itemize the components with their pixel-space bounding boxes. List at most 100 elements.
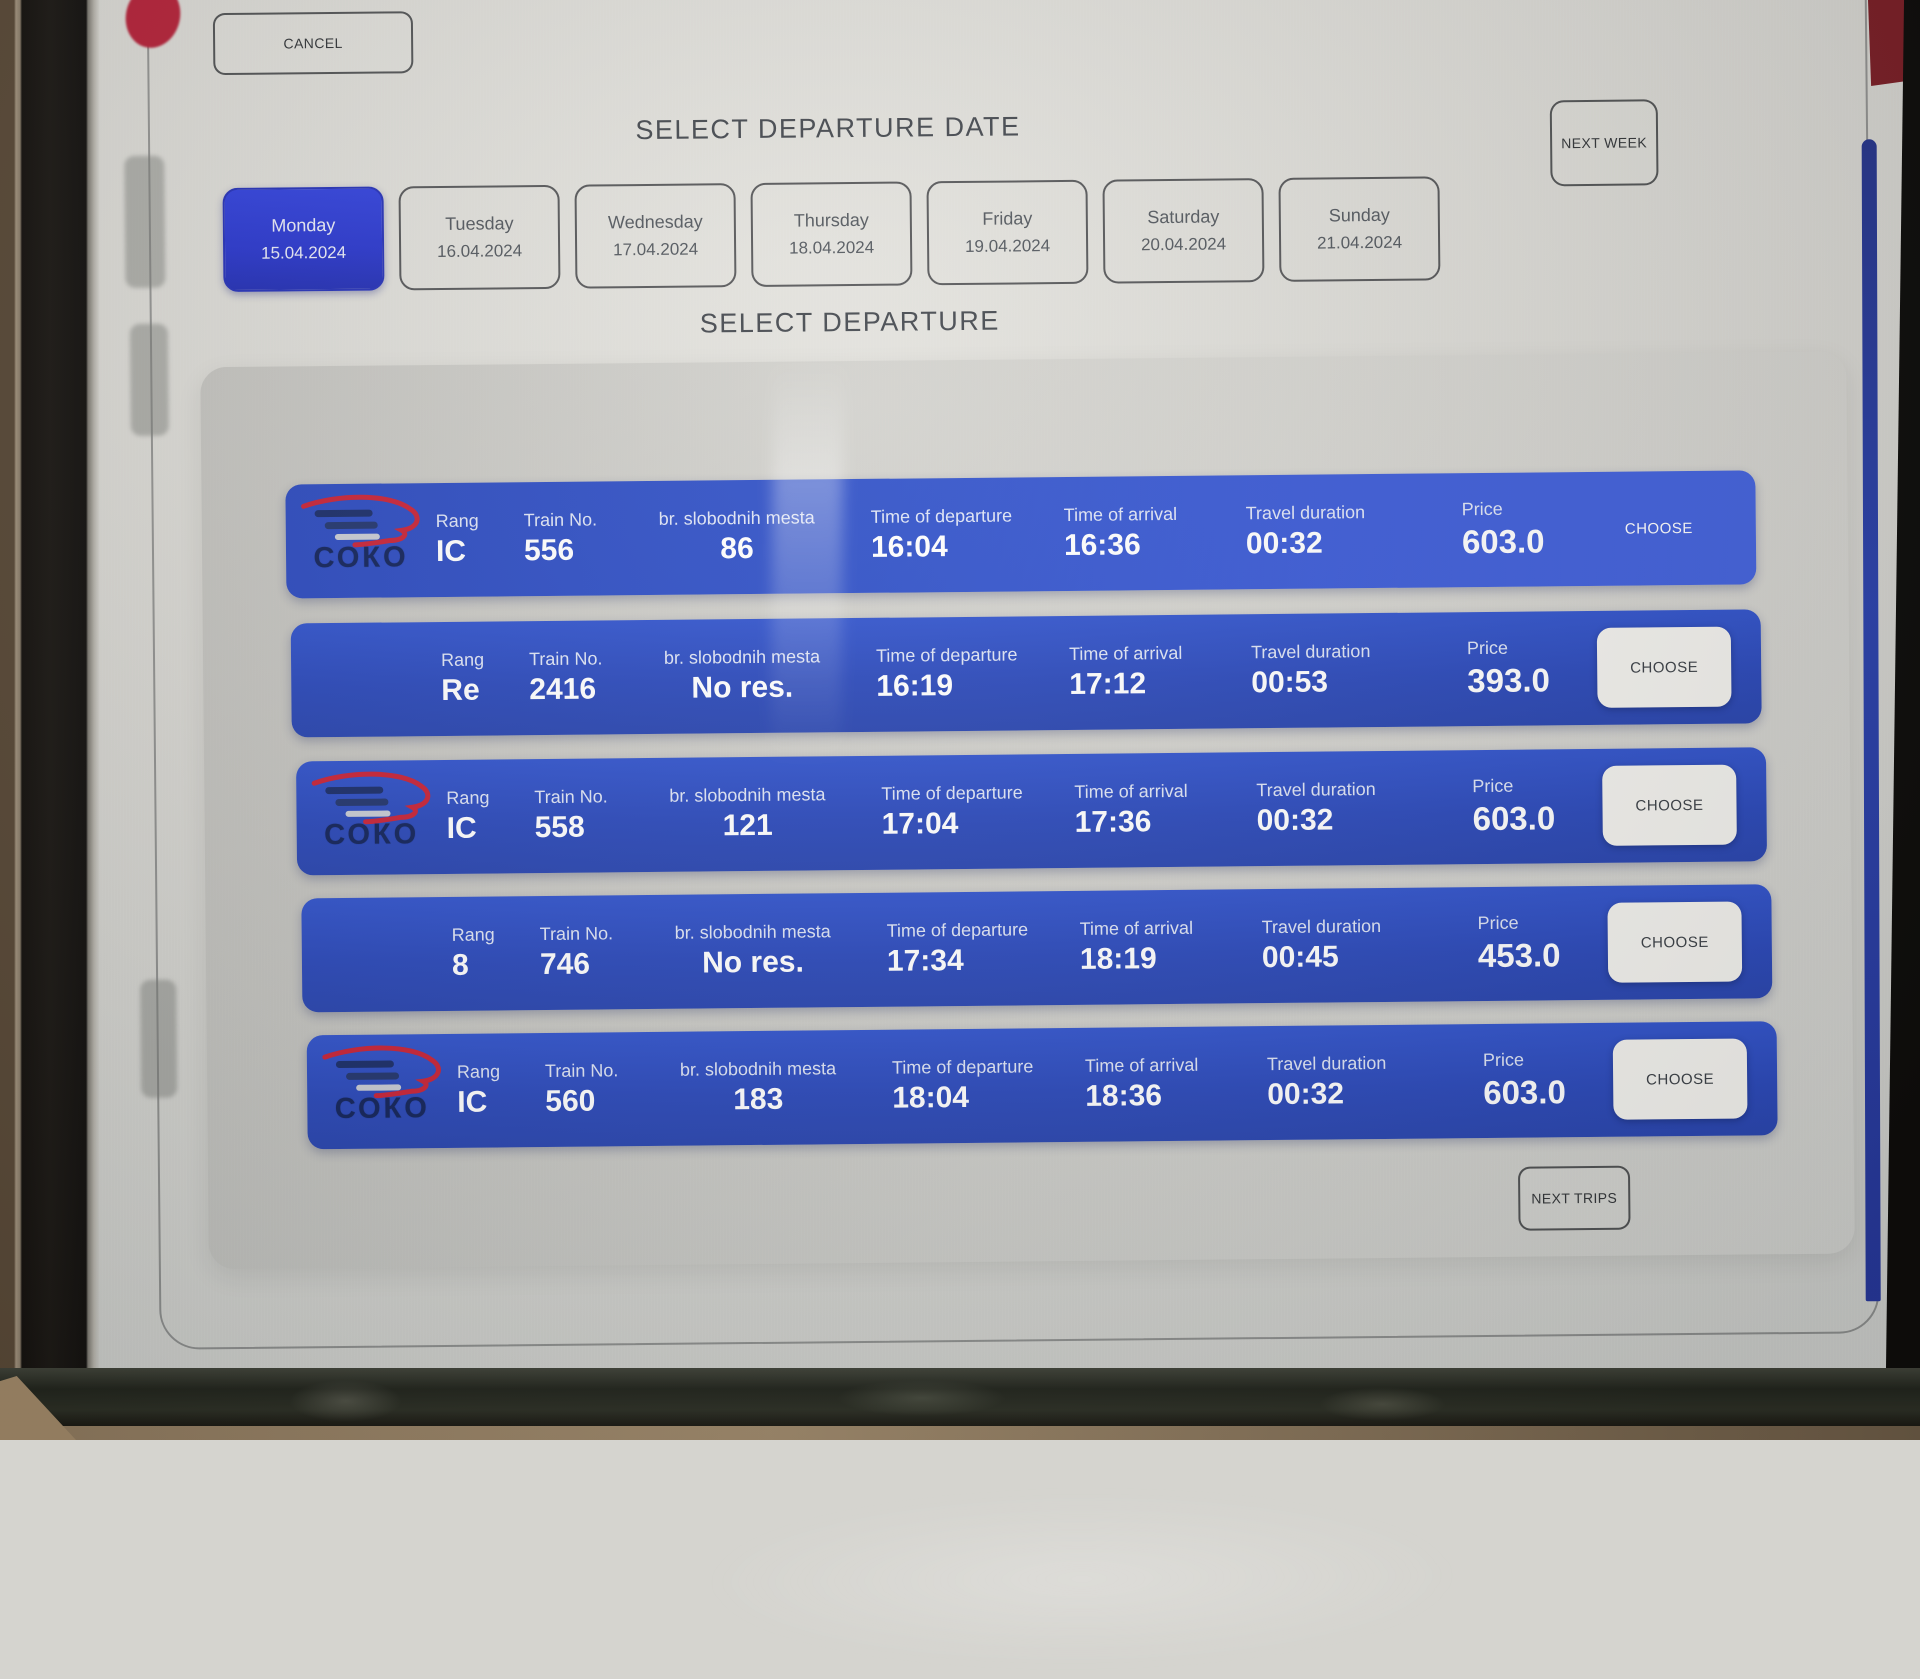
date-button[interactable]: Tuesday 16.04.2024 [398, 184, 561, 291]
column-seats: br. slobodnih mesta No res. [643, 646, 842, 706]
operator-logo-text: СОКО [334, 1092, 431, 1126]
choose-button[interactable]: CHOOSE [1607, 901, 1743, 983]
rang-value: IC [457, 1085, 488, 1119]
date-picker-row: Monday 15.04.2024 Tuesday 16.04.2024 Wed… [0, 0, 1917, 293]
price-label: Price [1482, 1049, 1525, 1071]
price-value: 603.0 [1461, 522, 1545, 561]
price-label: Price [1466, 637, 1509, 659]
train-no-value: 556 [523, 533, 575, 568]
date-button-date: 16.04.2024 [436, 241, 523, 262]
departure-value: 17:04 [881, 807, 959, 841]
arrival-value: 18:19 [1079, 942, 1157, 976]
price-label: Price [1477, 912, 1519, 934]
arrival-value: 17:12 [1069, 667, 1147, 701]
column-departure: Time of departure 17:34 [887, 919, 1093, 979]
column-arrival: Time of arrival 17:12 [1069, 642, 1245, 702]
trip-row: Rang Re Train No. 2416 br. slobodnih mes… [290, 609, 1762, 738]
duration-label: Travel duration [1261, 915, 1382, 938]
seats-value: 121 [722, 808, 773, 843]
departure-label: Time of departure [875, 644, 1018, 666]
select-departure-title: SELECT DEPARTURE [699, 305, 1000, 339]
price-label: Price [1461, 498, 1503, 520]
soko-operator-logo: СОКО [306, 766, 437, 869]
seats-label: br. slobodnih mesta [663, 646, 821, 668]
rang-label: Rang [440, 649, 485, 670]
arrival-label: Time of arrival [1079, 917, 1194, 939]
rang-value: Re [441, 673, 480, 707]
duration-label: Travel duration [1250, 641, 1371, 663]
departure-label: Time of departure [881, 782, 1023, 804]
date-button[interactable]: Saturday 20.04.2024 [1102, 178, 1265, 284]
price-value: 393.0 [1467, 661, 1551, 700]
select-date-title: SELECT DEPARTURE DATE [635, 111, 1021, 146]
date-button-day: Wednesday [607, 211, 703, 233]
column-price: Price 603.0 [1462, 498, 1608, 561]
date-button-date: 19.04.2024 [964, 236, 1051, 256]
price-value: 603.0 [1483, 1073, 1567, 1112]
column-seats: br. slobodnih mesta 183 [659, 1058, 858, 1118]
column-train-no: Train No. 560 [545, 1060, 678, 1119]
falcon-icon [311, 771, 431, 825]
cancel-button[interactable]: CANCEL [212, 11, 414, 76]
choose-button[interactable]: CHOOSE [1602, 764, 1737, 846]
date-button-day: Tuesday [445, 213, 514, 234]
departure-value: 16:04 [870, 530, 948, 564]
duration-value: 00:53 [1251, 665, 1329, 700]
column-departure: Time of departure 16:19 [876, 644, 1082, 704]
duration-label: Travel duration [1266, 1052, 1387, 1075]
trip-row: Rang 8 Train No. 746 br. slobodnih mesta… [301, 884, 1773, 1013]
arrival-label: Time of arrival [1063, 503, 1178, 526]
next-trips-button[interactable]: NEXT TRIPS [1517, 1165, 1631, 1231]
falcon-icon [301, 494, 420, 548]
date-button[interactable]: Friday 19.04.2024 [926, 179, 1089, 286]
seats-label: br. slobodnih mesta [679, 1058, 837, 1080]
seats-value: No res. [691, 670, 794, 705]
train-no-label: Train No. [534, 786, 608, 808]
seats-value: 183 [733, 1082, 784, 1117]
date-button-day: Sunday [1328, 204, 1390, 226]
date-button[interactable]: Sunday 21.04.2024 [1278, 176, 1441, 282]
date-button-date: 18.04.2024 [788, 237, 875, 258]
scrollbar[interactable] [1861, 139, 1881, 1302]
column-duration: Travel duration 00:53 [1251, 640, 1447, 700]
seats-value: 86 [720, 531, 754, 566]
column-duration: Travel duration 00:32 [1256, 778, 1452, 838]
rang-label: Rang [451, 924, 495, 945]
column-arrival: Time of arrival 16:36 [1064, 503, 1240, 563]
duration-value: 00:32 [1245, 526, 1323, 561]
departure-value: 18:04 [892, 1080, 970, 1115]
soko-operator-logo: СОКО [295, 489, 426, 592]
column-departure: Time of departure 18:04 [892, 1056, 1098, 1116]
choose-button[interactable]: CHOOSE [1612, 1038, 1748, 1120]
date-button[interactable]: Monday 15.04.2024 [222, 186, 385, 293]
train-no-value: 558 [534, 810, 585, 845]
duration-value: 00:32 [1267, 1077, 1345, 1112]
operator-logo-text: СОКО [324, 818, 420, 852]
departure-label: Time of departure [870, 505, 1013, 527]
duration-value: 00:45 [1261, 940, 1339, 975]
next-week-button[interactable]: NEXT WEEK [1549, 99, 1659, 187]
date-button-day: Monday [271, 214, 336, 236]
train-no-label: Train No. [528, 648, 603, 670]
wall-edge [0, 1426, 1920, 1440]
edge-reflection [140, 979, 178, 1098]
column-arrival: Time of arrival 18:19 [1080, 917, 1256, 977]
column-rang: Rang IC [436, 510, 523, 569]
train-no-label: Train No. [539, 923, 614, 945]
price-value: 603.0 [1472, 799, 1556, 838]
date-button[interactable]: Wednesday 17.04.2024 [574, 183, 737, 289]
choose-button[interactable]: CHOOSE [1591, 488, 1726, 569]
choose-button[interactable]: CHOOSE [1596, 626, 1732, 708]
seats-label: br. slobodnih mesta [674, 921, 831, 943]
edge-reflection [124, 155, 166, 289]
date-button-date: 15.04.2024 [260, 242, 347, 263]
price-label: Price [1472, 775, 1514, 797]
column-seats: br. slobodnih mesta 86 [638, 507, 837, 567]
trips-list: СОКО Rang IC Train No. 556 br. slobodnih… [200, 351, 1846, 1150]
edge-reflection [129, 323, 169, 436]
date-button[interactable]: Thursday 18.04.2024 [750, 181, 913, 287]
rang-value: IC [435, 534, 467, 569]
trips-panel: СОКО Rang IC Train No. 556 br. slobodnih… [200, 351, 1855, 1674]
soko-operator-logo: СОКО [317, 1040, 448, 1143]
departure-label: Time of departure [886, 919, 1029, 941]
